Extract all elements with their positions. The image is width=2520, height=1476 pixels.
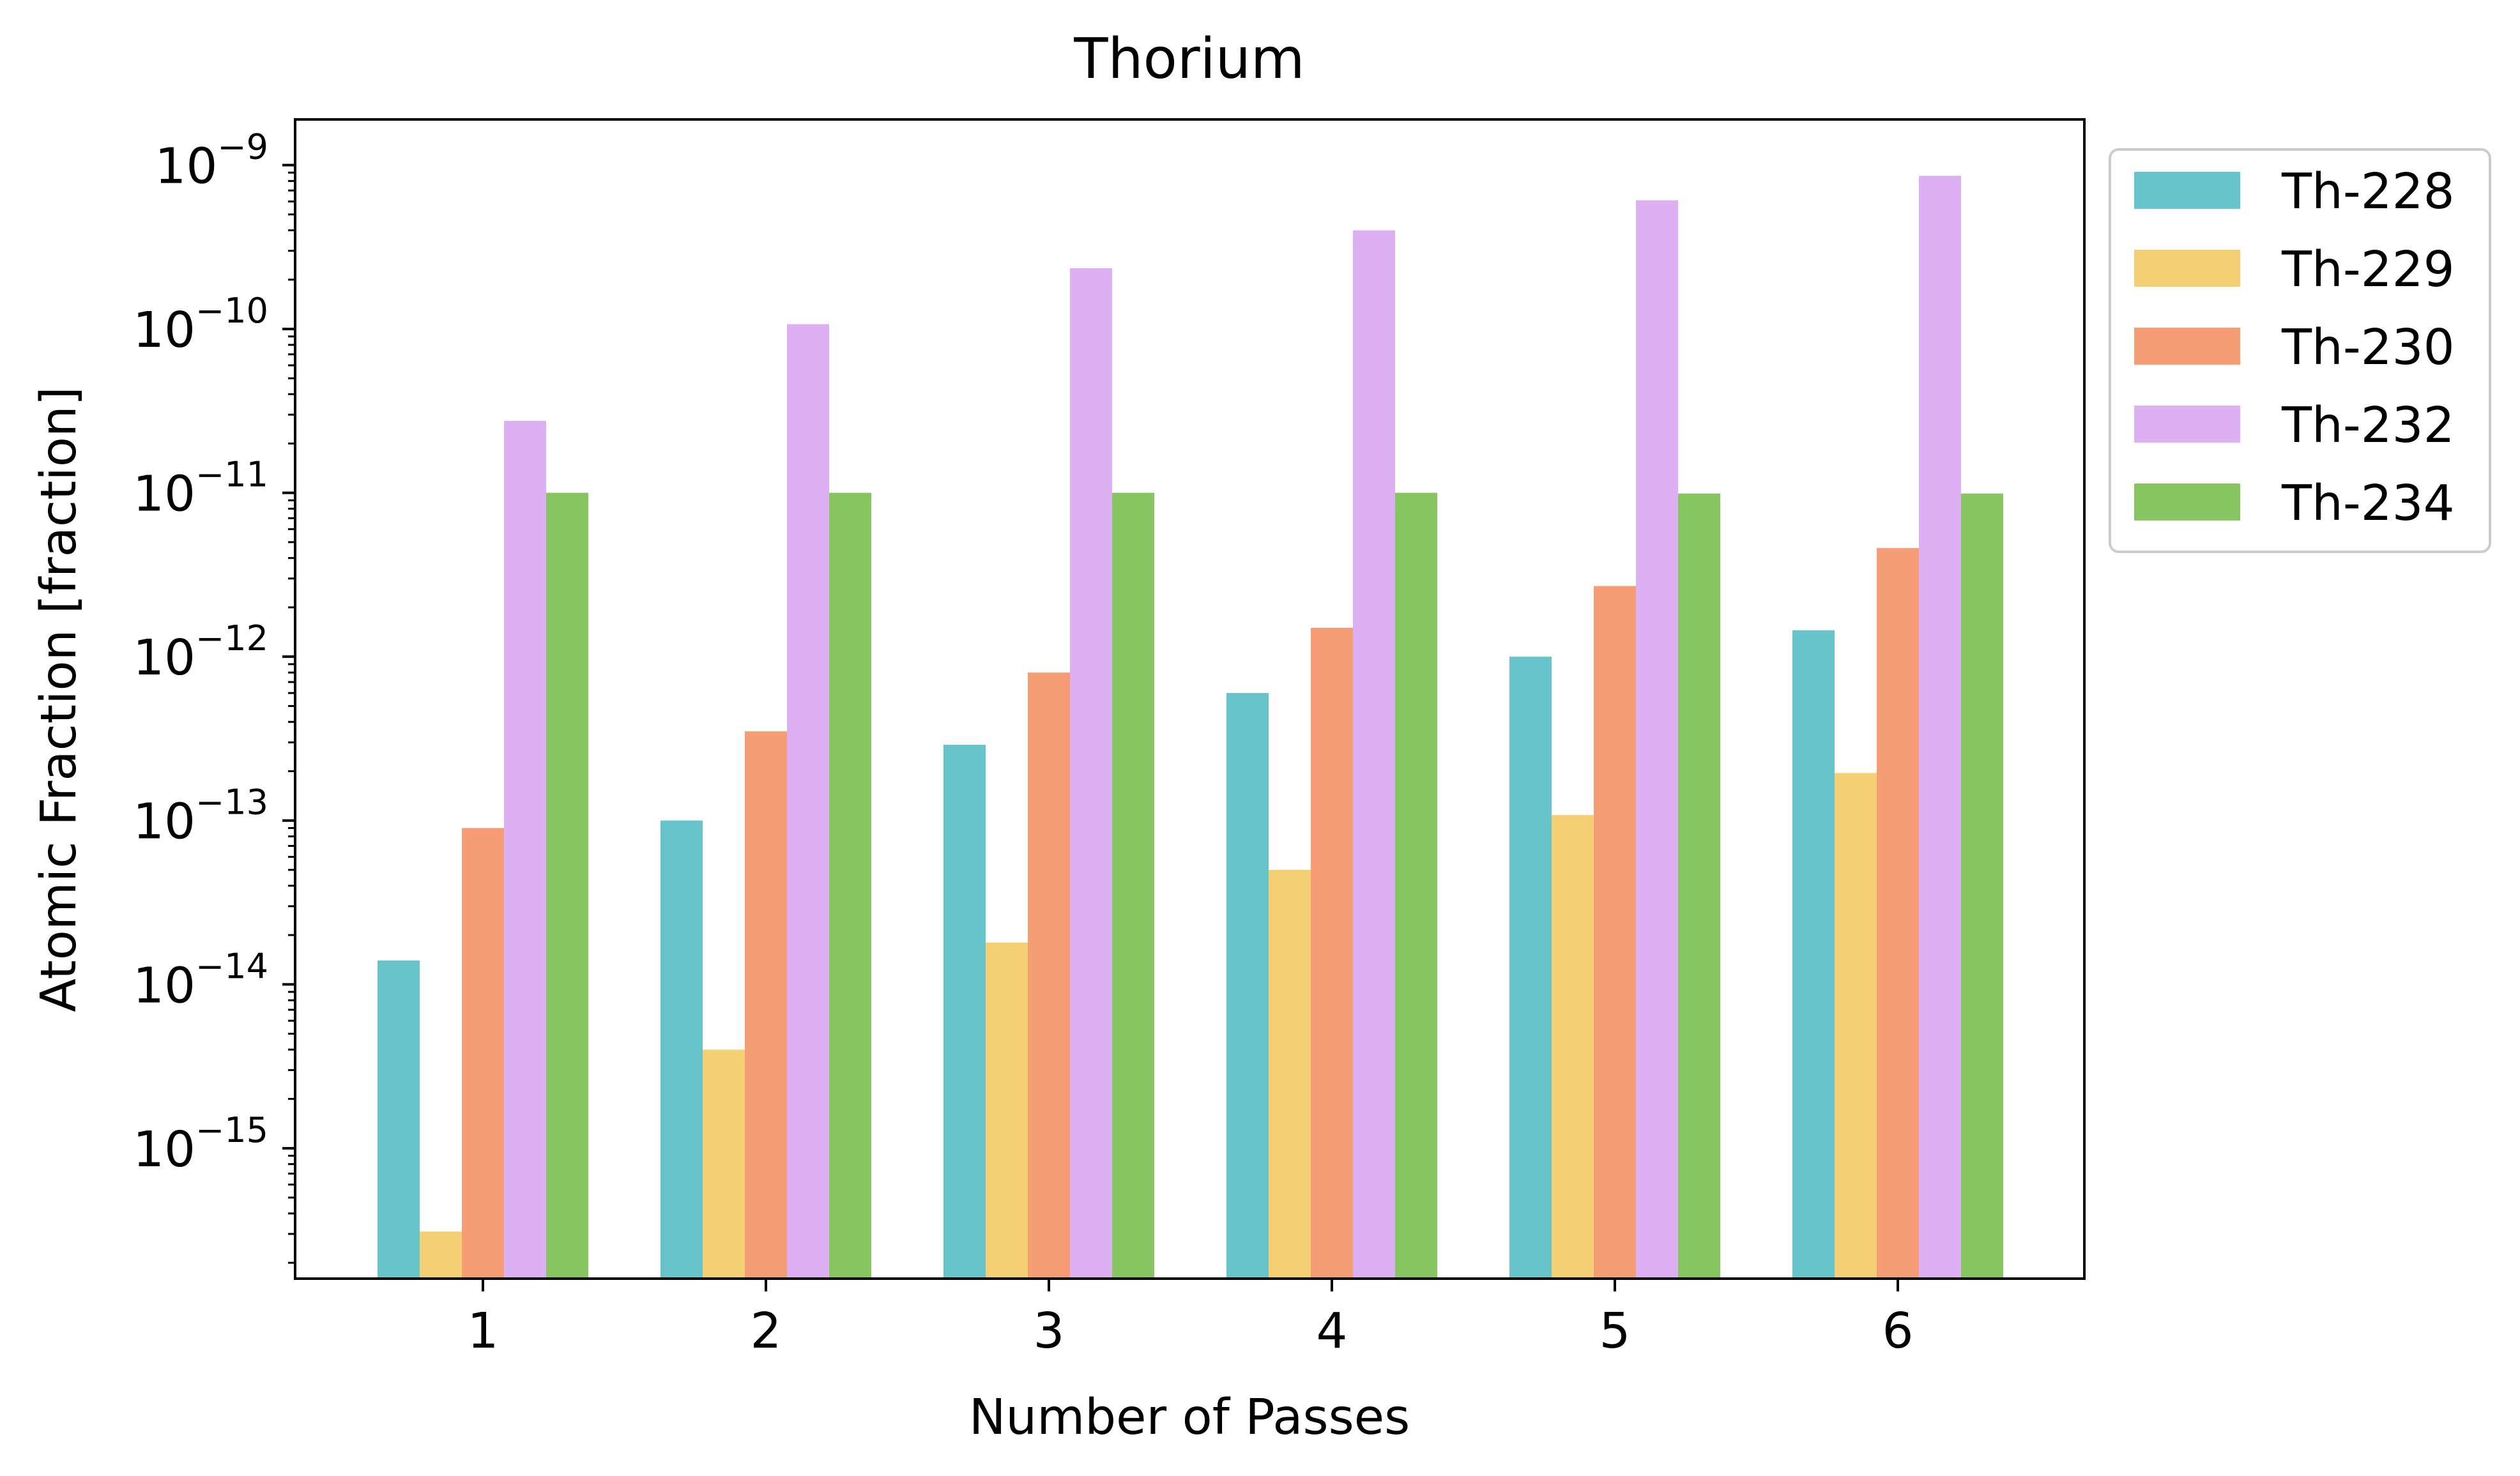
bar-th-228-pass-1 (378, 960, 420, 1279)
bar-th-234-pass-1 (546, 492, 588, 1279)
legend-label-th-230: Th-230 (2281, 319, 2455, 376)
y-axis-label: Atomic Fraction [fraction] (31, 386, 88, 1012)
bar-th-230-pass-6 (1877, 548, 1919, 1279)
bar-th-229-pass-6 (1835, 773, 1877, 1279)
bar-th-229-pass-2 (703, 1049, 745, 1279)
legend-swatch-th-230 (2134, 328, 2240, 365)
bar-th-228-pass-2 (661, 820, 703, 1279)
bars (378, 176, 2003, 1279)
x-tick-label: 5 (1600, 1303, 1631, 1360)
bar-th-229-pass-1 (420, 1231, 462, 1279)
bar-th-234-pass-5 (1678, 493, 1720, 1279)
plot-frame (294, 118, 2086, 1280)
bar-th-234-pass-6 (1961, 493, 2003, 1279)
legend-swatch-th-234 (2134, 483, 2240, 521)
legend-swatch-th-232 (2134, 406, 2240, 443)
x-tick-label: 2 (751, 1303, 782, 1360)
bar-th-230-pass-3 (1028, 673, 1070, 1279)
y-tick-label: 10−14 (133, 946, 268, 1014)
bar-th-232-pass-4 (1353, 230, 1395, 1279)
bar-th-232-pass-2 (787, 324, 829, 1279)
bar-th-228-pass-3 (943, 745, 986, 1279)
bar-th-228-pass-5 (1509, 657, 1552, 1279)
legend-label-th-234: Th-234 (2281, 475, 2455, 532)
x-tick-label: 1 (468, 1303, 499, 1360)
bar-th-230-pass-2 (745, 731, 787, 1279)
bar-th-232-pass-1 (504, 420, 546, 1279)
x-axis: 1 2 3 4 5 6 (468, 1279, 1914, 1360)
legend-swatch-th-228 (2134, 172, 2240, 209)
bar-th-228-pass-4 (1226, 693, 1269, 1279)
legend-label-th-228: Th-228 (2281, 164, 2455, 220)
x-axis-label: Number of Passes (969, 1389, 1410, 1446)
bar-th-232-pass-5 (1636, 200, 1678, 1279)
legend-label-th-232: Th-232 (2281, 397, 2455, 454)
bar-th-228-pass-6 (1792, 630, 1835, 1279)
x-tick-label: 4 (1317, 1303, 1348, 1360)
bar-th-234-pass-2 (829, 492, 871, 1279)
bar-th-234-pass-3 (1112, 492, 1154, 1279)
bar-th-230-pass-1 (462, 828, 504, 1279)
bar-th-234-pass-4 (1395, 492, 1437, 1279)
x-tick-label: 3 (1034, 1303, 1065, 1360)
y-tick-label: 10−15 (133, 1110, 268, 1178)
y-tick-label: 10−9 (155, 127, 268, 195)
bar-th-232-pass-6 (1919, 176, 1961, 1279)
y-tick-label: 10−11 (133, 455, 268, 523)
legend-swatch-th-229 (2134, 250, 2240, 287)
chart-title: Thorium (1073, 26, 1304, 91)
bar-th-229-pass-3 (986, 942, 1028, 1279)
bar-th-229-pass-4 (1269, 869, 1311, 1279)
legend: Th-228 Th-229 Th-230 Th-232 Th-234 (2109, 148, 2491, 553)
bar-th-230-pass-4 (1311, 628, 1353, 1279)
bar-th-229-pass-5 (1552, 815, 1594, 1279)
bar-th-232-pass-3 (1070, 268, 1112, 1279)
y-tick-label: 10−10 (133, 291, 268, 359)
bar-th-230-pass-5 (1594, 586, 1636, 1279)
legend-label-th-229: Th-229 (2281, 241, 2455, 298)
y-tick-label: 10−13 (133, 782, 268, 851)
x-tick-label: 6 (1882, 1303, 1914, 1360)
y-tick-label: 10−12 (133, 618, 268, 687)
